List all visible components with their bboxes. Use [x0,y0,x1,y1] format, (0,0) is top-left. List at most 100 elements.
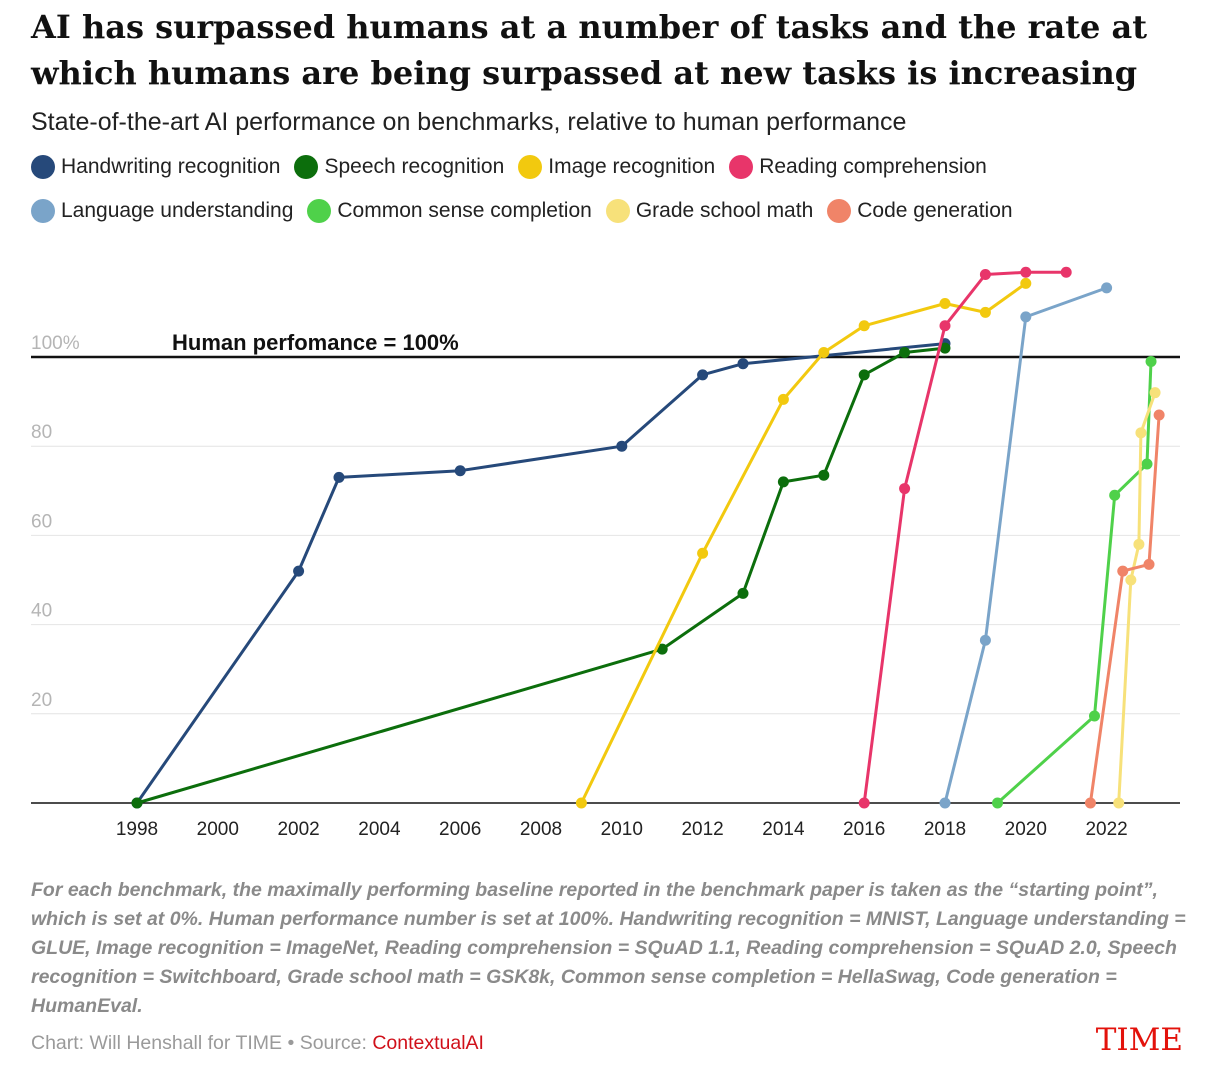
series-5-point-1 [1088,710,1100,722]
series-1-point-2 [737,587,749,599]
legend-item-speech: Speech recognition [294,155,504,179]
legend-label-language: Language understanding [61,199,294,222]
series-7-point-0 [1084,797,1096,809]
series-0-point-1 [293,565,305,577]
series-2-point-4 [858,320,870,332]
series-3-point-4 [1020,266,1032,278]
series-line-6 [1117,391,1157,805]
series-2-point-5 [939,297,951,309]
series-1-point-4 [818,469,830,481]
series-0-point-4 [616,440,628,452]
series-4-point-0 [939,797,951,809]
legend-item-math: Grade school math [605,199,814,223]
series-6-point-2 [1133,538,1145,550]
legend-swatch-image [518,155,543,179]
x-tick-label-2006: 2006 [439,819,481,840]
series-4-point-1 [979,634,991,646]
series-line-0 [135,342,947,805]
y-tick-label-100: 100% [31,333,80,354]
x-tick-label-2010: 2010 [601,819,643,840]
series-3-point-0 [858,797,870,809]
legend-row-2: Language understanding Common sense comp… [31,199,1027,223]
series-1-point-0 [131,797,143,809]
human-performance-label: Human perfomance = 100% [172,330,459,355]
legend-label-reading: Reading comprehension [759,155,987,178]
series-6-point-1 [1125,574,1137,586]
series-0-point-3 [454,465,466,477]
x-tick-label-2022: 2022 [1085,819,1127,840]
legend-swatch-speech [294,155,319,179]
y-tick-label-40: 40 [31,601,52,622]
series-7-point-1 [1117,565,1129,577]
chart-credit: Chart: Will Henshall for TIME • Source: … [31,1032,484,1055]
series-5-point-4 [1145,355,1157,367]
legend-label-common-sense: Common sense completion [337,199,592,222]
legend-swatch-language [31,199,55,223]
x-tick-label-1998: 1998 [116,819,158,840]
legend-label-handwriting: Handwriting recognition [61,155,281,178]
credit-text: Chart: Will Henshall for TIME • Source: [31,1032,373,1054]
y-tick-label-20: 20 [31,690,52,711]
legend-item-reading: Reading comprehension [729,155,987,179]
series-0-point-5 [697,369,709,381]
legend-item-common-sense: Common sense completion [307,199,592,223]
legend-swatch-handwriting [31,155,55,179]
series-2-point-3 [818,347,830,359]
series-1-point-6 [899,347,911,359]
series-1-point-3 [777,476,789,488]
series-2-point-0 [575,797,587,809]
time-logo: TIME [1095,1022,1183,1058]
series-3-point-1 [899,483,911,495]
x-tick-label-2004: 2004 [358,819,401,840]
series-5-point-3 [1141,458,1153,470]
series-1-point-5 [858,369,870,381]
chart-subtitle: State-of-the-art AI performance on bench… [31,108,907,136]
legend-item-code: Code generation [827,199,1013,223]
series-2-point-6 [979,306,991,318]
series-line-1 [135,346,947,805]
x-tick-label-2002: 2002 [277,819,319,840]
x-tick-label-2014: 2014 [762,819,805,840]
legend-label-math: Grade school math [635,199,814,222]
series-line-7 [1088,413,1161,805]
chart-plot: 20 40 60 80 100% Human perfomance = 100% 1998 2… [31,266,1180,840]
legend-label-image: Image recognition [548,155,716,178]
x-tick-label-2012: 2012 [681,819,723,840]
legend-label-code: Code generation [857,199,1013,222]
legend-swatch-common-sense [307,199,332,223]
legend-label-speech: Speech recognition [324,155,505,178]
legend-item-image: Image recognition [518,155,715,179]
series-7-point-3 [1153,409,1165,421]
series-4-point-2 [1020,311,1032,323]
legend-item-language: Language understanding [31,199,293,223]
y-tick-label-60: 60 [31,511,52,532]
series-4-point-3 [1101,282,1113,294]
series-line-3 [862,270,1068,805]
x-tick-label-2008: 2008 [520,819,562,840]
x-tick-label-2018: 2018 [924,819,966,840]
series-2-point-1 [697,547,709,559]
x-tick-label-2000: 2000 [197,819,239,840]
series-2-point-2 [777,393,789,405]
series-3-point-2 [939,320,951,332]
source-link[interactable]: ContextualAI [372,1032,484,1054]
legend-swatch-math [605,199,630,223]
series-3-point-3 [979,268,991,280]
legend-swatch-reading [729,155,754,179]
series-6-point-0 [1113,797,1125,809]
chart-footnote: For each benchmark, the maximally perfor… [31,879,1186,1017]
series-line-2 [579,281,1028,805]
series-6-point-3 [1135,427,1147,439]
series-3-point-5 [1060,266,1072,278]
series-2-point-7 [1020,277,1032,289]
series-0-point-6 [737,358,749,370]
chart-title: AI has surpassed humans at a number of t… [31,8,1148,92]
legend-row-1: Handwriting recognition Speech recogniti… [31,155,1001,179]
series-5-point-0 [992,797,1004,809]
series-line-4 [943,286,1109,805]
series-7-point-2 [1143,558,1155,570]
legend-swatch-code [827,199,852,223]
series-6-point-4 [1149,387,1161,399]
series-0-point-2 [333,471,345,483]
legend-item-handwriting: Handwriting recognition [31,155,280,179]
